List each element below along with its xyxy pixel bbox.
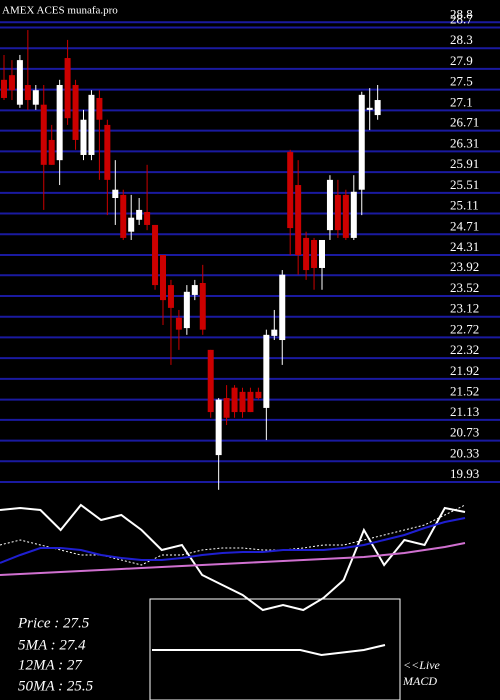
candle-body	[263, 334, 270, 408]
stat: 5MA : 27.4	[18, 637, 86, 653]
indicator-line	[0, 542, 466, 576]
candle-body	[295, 185, 302, 256]
y-tick-label: 21.92	[450, 363, 479, 378]
candle-body	[223, 398, 230, 418]
candle-body	[191, 285, 198, 295]
y-tick-label: 26.31	[450, 135, 479, 150]
candle-body	[16, 60, 23, 105]
y-tick-label: 25.11	[450, 198, 479, 213]
candle-body	[88, 94, 95, 155]
candle-body	[48, 139, 55, 165]
candle-body	[199, 283, 206, 330]
y-tick-label: 28.8	[450, 6, 473, 21]
y-tick-label: 20.73	[450, 425, 479, 440]
y-tick-label: 20.33	[450, 445, 479, 460]
candle-body	[144, 211, 151, 225]
y-tick-label: 22.72	[450, 321, 479, 336]
candle-body	[303, 237, 310, 271]
y-tick-label: 21.52	[450, 384, 479, 399]
candle-body	[80, 119, 87, 155]
candle-body	[334, 194, 341, 231]
y-tick-label: 23.12	[450, 301, 479, 316]
indicator-line	[152, 644, 386, 657]
candle-body	[175, 317, 182, 330]
candle-body	[64, 58, 71, 119]
y-tick-label: 24.31	[450, 239, 479, 254]
chart-title: AMEX ACES munafa.pro	[2, 5, 118, 17]
candle-body	[271, 329, 278, 336]
indicator-line	[0, 517, 466, 564]
candle-body	[311, 239, 318, 268]
y-tick-label: 22.32	[450, 342, 479, 357]
stat: Price : 27.5	[17, 615, 90, 631]
y-tick-label: 19.93	[450, 466, 479, 481]
candle-body	[104, 124, 111, 180]
y-tick-label: 25.51	[450, 177, 479, 192]
candle-body	[207, 349, 214, 413]
candle-body	[56, 85, 63, 161]
candle-body	[342, 194, 349, 238]
candle-body	[1, 79, 7, 98]
candle-body	[287, 151, 294, 229]
macd-box	[149, 598, 401, 700]
candle-body	[32, 90, 39, 105]
candle-body	[255, 391, 262, 399]
candle-body	[167, 285, 174, 308]
candle-body	[326, 179, 333, 231]
candle-body	[160, 255, 166, 301]
y-tick-label: 28.3	[450, 32, 473, 47]
y-tick-label: 27.1	[450, 94, 473, 109]
candle-body	[247, 391, 254, 413]
candle-body	[319, 239, 325, 268]
y-tick-label: 28.7	[450, 11, 473, 26]
candle-body	[8, 75, 15, 91]
candle-body	[152, 224, 159, 286]
candle-body	[350, 191, 357, 238]
candle-body	[215, 399, 222, 456]
candle-body	[40, 104, 47, 165]
grid	[0, 21, 500, 484]
candle-body	[112, 189, 119, 198]
candle-body	[239, 391, 246, 413]
candle-body	[120, 194, 127, 238]
candle-body	[24, 85, 31, 101]
y-tick-label: 27.5	[450, 74, 473, 89]
candle-body	[366, 107, 373, 110]
candle-body	[374, 100, 381, 116]
candle-body	[358, 94, 365, 190]
candle-body	[136, 209, 143, 220]
candle-body	[279, 274, 286, 341]
y-tick-label: 25.91	[450, 156, 479, 171]
candle-body	[183, 291, 190, 329]
y-tick-label: 26.71	[450, 115, 479, 130]
y-tick-label: 23.52	[450, 280, 479, 295]
y-tick-label: 24.71	[450, 218, 479, 233]
candle-body	[231, 387, 238, 413]
y-tick-label: 23.92	[450, 259, 479, 274]
indicator-line	[0, 503, 466, 612]
macd-label: MACD	[402, 674, 437, 688]
stat: 12MA : 27	[18, 657, 83, 673]
candle-body	[96, 97, 103, 120]
candle-body	[72, 85, 79, 140]
candle-body	[128, 217, 135, 232]
live-label: <<Live	[403, 658, 441, 672]
y-tick-label: 21.13	[450, 404, 479, 419]
y-tick-label: 27.9	[450, 53, 473, 68]
stat: 50MA : 25.5	[18, 678, 94, 694]
